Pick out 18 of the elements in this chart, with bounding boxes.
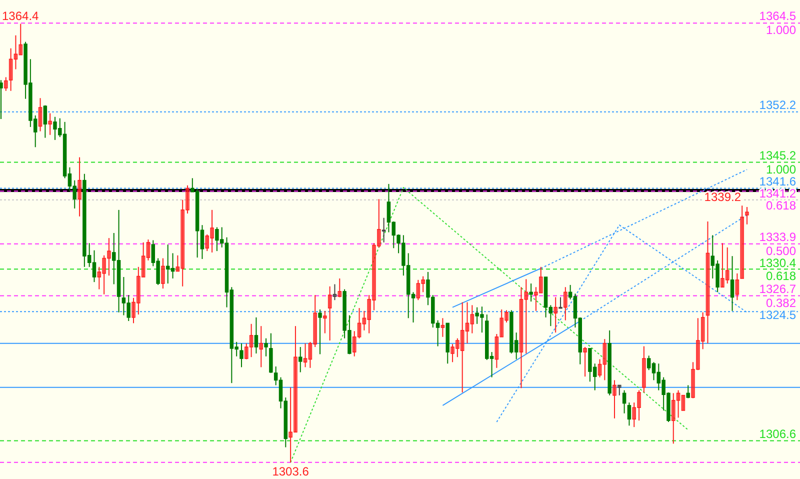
ref-line-label: 1330.4	[759, 256, 796, 270]
annotation: 0.382	[766, 296, 796, 310]
annotation: 1.000	[766, 162, 796, 176]
annotation: 0.500	[766, 244, 796, 258]
annotation: 1.000	[766, 23, 796, 38]
ref-line-label: 1345.2	[759, 148, 796, 162]
ref-line-label: 1364.5	[759, 9, 796, 24]
annotation: 1303.6	[272, 464, 310, 478]
ref-line-label: 1306.6	[759, 426, 796, 441]
annotation: 0.618	[766, 269, 796, 284]
annotation: 1339.2	[704, 190, 742, 204]
ref-line-label: 1326.7	[759, 282, 796, 296]
ref-line-label: 1352.2	[759, 98, 796, 112]
ref-line-label: 1341.6	[759, 174, 796, 188]
ref-line-label: 1324.5	[759, 308, 796, 322]
annotation: 0.618	[766, 198, 796, 212]
ref-line-label: 1333.9	[759, 230, 796, 244]
annotation: 1364.4	[2, 8, 40, 23]
